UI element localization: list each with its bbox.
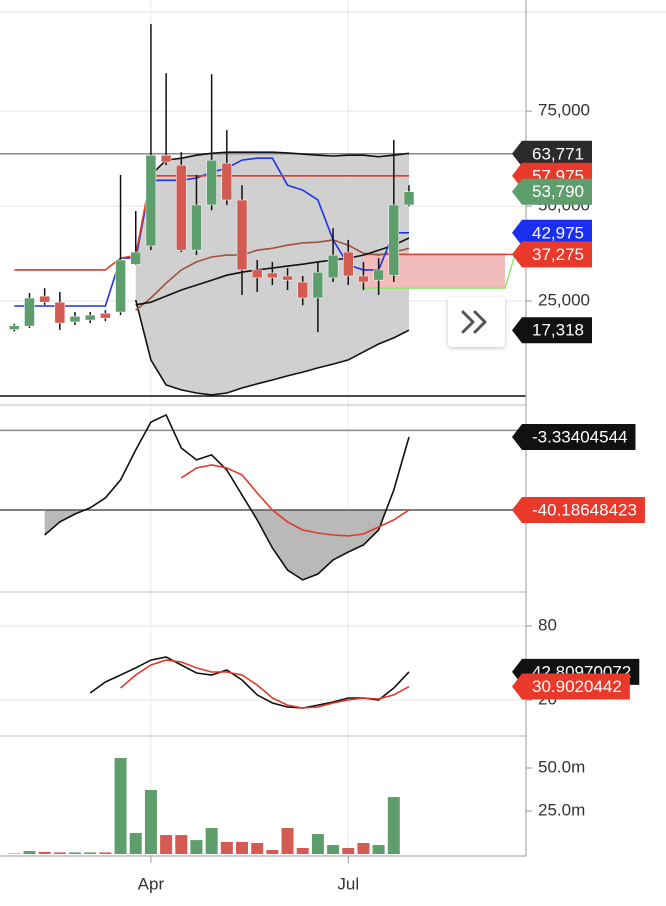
candle-body [176,164,187,251]
candle-body [54,301,66,324]
candle-body [221,162,233,201]
candle-body [206,159,217,206]
volume-bar [296,847,309,854]
volume-bar [357,842,370,854]
volume-bar [236,841,248,854]
volume-bar [190,840,203,854]
candle-body [236,199,248,271]
volume-bar [129,833,142,854]
candle-body [160,154,172,163]
candle-body [24,297,35,327]
price-label-box [512,423,636,450]
series-line [180,464,410,537]
volume-bar [8,853,21,854]
y-tick-label: 50.0m [538,757,585,776]
price-label: 42,975 [532,223,584,242]
series-line [89,656,410,709]
band-line [134,299,410,396]
candle-body [115,259,126,313]
candle-body [358,275,369,283]
series-line [135,239,410,311]
candle-body [343,251,354,277]
candle-body [69,315,81,323]
price-label: -3.33404544 [532,427,627,446]
price-label-box [512,673,630,700]
candle-body [267,272,278,279]
volume-bar [114,758,127,854]
volume-bar [53,852,66,854]
volume-bar [160,835,173,854]
labels: Apr Jul25,00050,00075,00063,77157,97553,7… [138,101,645,893]
y-tick-label: 75,000 [538,101,590,120]
candle-body [251,269,263,279]
candle-body [145,154,157,247]
x-tick-label: Apr [138,874,165,893]
cloud [363,254,505,289]
series-line [120,659,410,709]
candle-body [373,269,384,281]
candle-body [403,191,415,206]
volume-bar [23,851,36,854]
volume-bar [342,847,355,854]
candle-body [297,281,308,299]
y-tick-label: 25.0m [538,800,585,819]
x-tick-label: Jul [337,874,359,893]
candle-body [191,204,202,251]
price-label-box [512,178,592,205]
volume-bar [175,835,188,854]
volume-bar [205,828,218,854]
plot-area [0,0,532,863]
volume-bar [266,850,279,854]
candle-body [312,271,324,299]
volume-bar [372,845,385,854]
candle-body [130,251,141,265]
candle-body [327,254,339,279]
volume-bar [311,834,324,854]
volume-bar [387,797,400,854]
volume-bar [220,841,233,854]
price-label-box [512,241,592,268]
volume-bar [144,790,157,854]
volume-bar [69,852,82,854]
price-label-box [512,219,592,246]
candle-body [39,295,50,303]
price-label-box [512,496,645,523]
volume-bar [38,851,51,854]
price-label: 30.9020442 [532,677,622,696]
y-tick-label: 80 [538,616,557,635]
scroll-button[interactable] [448,297,505,347]
cloud-bottom [363,254,516,289]
price-label: 37,275 [532,245,584,264]
price-label: 63,771 [532,144,584,163]
volume-bar [281,828,294,854]
candle-body [388,204,400,276]
series-line [44,413,410,581]
candle-body [9,325,20,330]
price-label: 53,790 [532,182,584,201]
price-label: 17,318 [532,321,584,340]
volume-bar [251,842,264,854]
histogram-fill [44,509,409,580]
price-label-box [512,140,592,167]
volume-bar [84,852,97,854]
price-label-box [512,317,592,344]
candle-body [282,275,293,281]
volume-bar [327,845,340,854]
y-tick-label: 25,000 [538,291,590,310]
price-label: -40.18648423 [532,500,637,519]
volume-bar [99,852,112,854]
candle-body [84,314,96,321]
candle-body [100,312,111,319]
